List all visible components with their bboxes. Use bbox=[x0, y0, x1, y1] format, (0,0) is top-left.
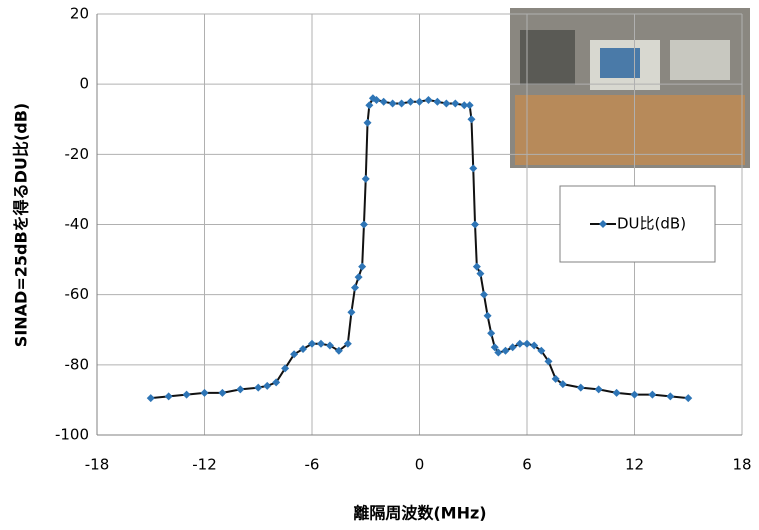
x-tick-label: 18 bbox=[732, 456, 751, 474]
x-tick-label: -6 bbox=[305, 456, 320, 474]
data-point bbox=[466, 101, 474, 109]
y-tick-label: 0 bbox=[79, 75, 89, 93]
data-point bbox=[424, 96, 432, 104]
photo-instrument bbox=[670, 40, 730, 80]
chart: 離隔周波数(MHz) SINAD=25dBを得るDU比(dB) -100 -80 -… bbox=[0, 0, 759, 530]
data-point bbox=[364, 119, 372, 127]
data-point bbox=[147, 394, 155, 402]
data-point bbox=[509, 343, 517, 351]
data-point bbox=[254, 384, 262, 392]
data-point bbox=[469, 164, 477, 172]
data-point bbox=[165, 392, 173, 400]
data-point bbox=[317, 340, 325, 348]
y-tick-label: -100 bbox=[55, 426, 89, 444]
x-tick-label: 0 bbox=[415, 456, 425, 474]
data-point bbox=[684, 394, 692, 402]
data-point bbox=[362, 175, 370, 183]
data-point bbox=[516, 340, 524, 348]
data-point bbox=[358, 263, 366, 271]
data-point bbox=[365, 101, 373, 109]
legend-label: DU比(dB) bbox=[617, 215, 686, 233]
data-point bbox=[183, 391, 191, 399]
data-point bbox=[451, 99, 459, 107]
data-point bbox=[416, 98, 424, 106]
data-point bbox=[666, 392, 674, 400]
y-tick-label: 20 bbox=[70, 5, 89, 23]
y-tick-label: -80 bbox=[65, 355, 90, 373]
data-point bbox=[476, 270, 484, 278]
data-point bbox=[577, 384, 585, 392]
x-tick-label: -12 bbox=[192, 456, 217, 474]
data-point bbox=[407, 98, 415, 106]
x-tick-label: 6 bbox=[522, 456, 532, 474]
data-point bbox=[467, 115, 475, 123]
data-point bbox=[502, 347, 510, 355]
data-point bbox=[480, 291, 488, 299]
data-point bbox=[398, 99, 406, 107]
data-point bbox=[201, 389, 209, 397]
data-point bbox=[487, 329, 495, 337]
data-point bbox=[347, 308, 355, 316]
data-point bbox=[631, 391, 639, 399]
x-tick-label: 12 bbox=[625, 456, 644, 474]
data-point bbox=[613, 389, 621, 397]
data-point bbox=[389, 99, 397, 107]
data-point bbox=[263, 382, 271, 390]
page: {"chart_data": {"type": "line", "x_label… bbox=[0, 0, 759, 530]
data-point bbox=[236, 385, 244, 393]
data-point bbox=[648, 391, 656, 399]
photo-instrument bbox=[520, 30, 575, 85]
data-point bbox=[523, 340, 531, 348]
data-point bbox=[360, 221, 368, 229]
x-tick-label: -18 bbox=[85, 456, 110, 474]
data-point bbox=[473, 263, 481, 271]
y-tick-label: -20 bbox=[65, 145, 90, 163]
data-point bbox=[595, 385, 603, 393]
data-point bbox=[355, 273, 363, 281]
data-point bbox=[380, 98, 388, 106]
data-point bbox=[433, 98, 441, 106]
data-point bbox=[442, 99, 450, 107]
data-point bbox=[351, 284, 359, 292]
y-tick-label: -40 bbox=[65, 215, 90, 233]
data-point bbox=[471, 221, 479, 229]
x-axis-title: 離隔周波数(MHz) bbox=[353, 504, 486, 523]
y-axis-title: SINAD=25dBを得るDU比(dB) bbox=[12, 103, 31, 347]
data-point bbox=[484, 312, 492, 320]
data-point bbox=[218, 389, 226, 397]
y-tick-label: -60 bbox=[65, 285, 90, 303]
